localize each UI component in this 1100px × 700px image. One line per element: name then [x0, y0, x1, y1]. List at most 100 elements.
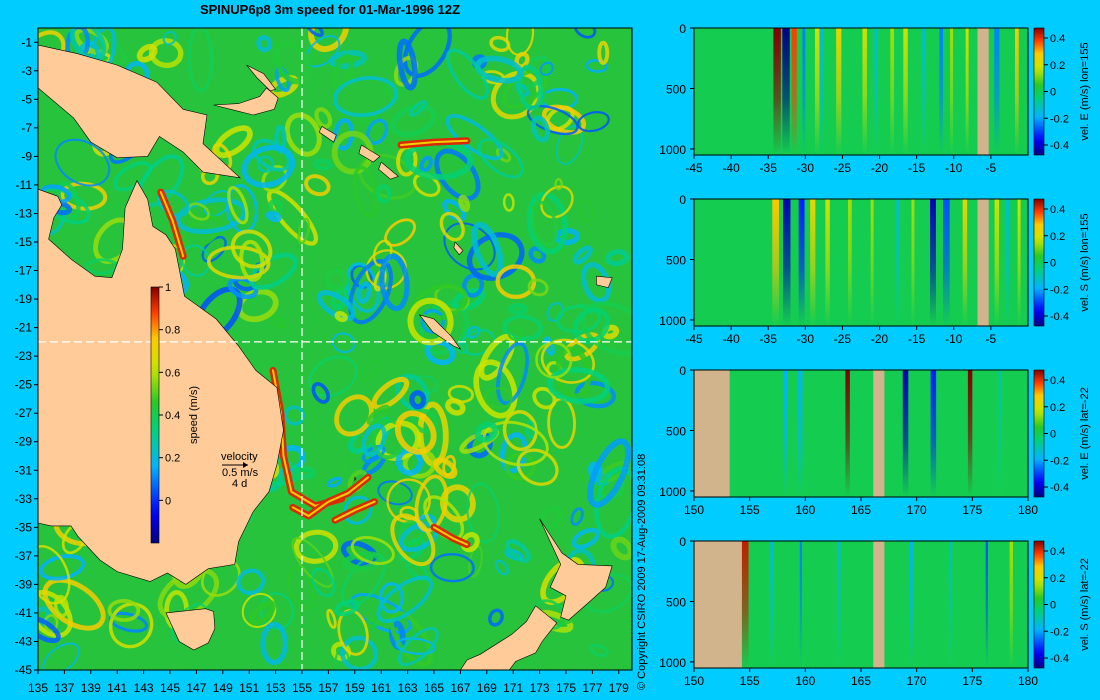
current-core — [433, 526, 468, 546]
x-tick-label: 160 — [795, 503, 815, 517]
x-tick-label: 137 — [54, 681, 74, 695]
velocity-feature — [965, 28, 969, 155]
colorbar-tick-label: 0.2 — [1050, 402, 1065, 414]
x-tick-label: 135 — [28, 681, 48, 695]
current-core — [159, 191, 185, 258]
solomon-island-3 — [378, 161, 399, 180]
x-tick-label: -35 — [760, 332, 778, 346]
lord-howe-island — [354, 476, 357, 482]
section-colorbar-label: vel. S (m/s) lon=155 — [1079, 213, 1091, 311]
x-tick-label: 145 — [160, 681, 180, 695]
land-block — [694, 541, 742, 668]
x-tick-label: -45 — [685, 161, 703, 175]
y-tick-label: -11 — [16, 178, 33, 192]
x-tick-label: 157 — [318, 681, 338, 695]
section-background — [694, 199, 1028, 326]
velocity-feature — [819, 28, 824, 155]
x-tick-label: 167 — [450, 681, 470, 695]
y-tick-label: 500 — [666, 424, 686, 438]
land-block — [977, 199, 989, 326]
y-tick-label: -37 — [15, 549, 33, 563]
y-tick-label: -3 — [21, 64, 32, 78]
velocity-key-duration: 4 d — [232, 478, 247, 490]
x-tick-label: 175 — [962, 674, 982, 688]
solomon-island-1 — [318, 125, 337, 143]
x-tick-label: 139 — [81, 681, 101, 695]
velocity-feature — [896, 199, 900, 326]
colorbar-tick-label: 0 — [1050, 87, 1056, 99]
colorbar-tick-label: -0.2 — [1050, 626, 1069, 638]
y-tick-label: -35 — [15, 520, 33, 534]
section-background — [694, 541, 1028, 668]
x-tick-label: 143 — [134, 681, 154, 695]
x-tick-label: -30 — [797, 161, 815, 175]
velocity-feature — [911, 199, 915, 326]
velocity-feature — [845, 370, 850, 497]
x-tick-label: 175 — [962, 503, 982, 517]
velocity-feature — [930, 370, 937, 497]
x-tick-label: 179 — [609, 681, 629, 695]
x-tick-label: 175 — [556, 681, 576, 695]
map-field — [38, 28, 632, 670]
x-tick-label: 173 — [530, 681, 550, 695]
x-tick-label: 171 — [503, 681, 523, 695]
x-tick-label: 150 — [684, 503, 704, 517]
velocity-feature — [862, 28, 867, 155]
velocity-feature — [848, 199, 852, 326]
velocity-feature — [950, 28, 954, 155]
x-tick-label: 170 — [907, 503, 927, 517]
velocity-feature — [814, 28, 820, 155]
y-tick-label: -33 — [15, 492, 33, 506]
australia — [38, 180, 284, 585]
y-tick-label: 500 — [666, 82, 686, 96]
y-tick-label: -41 — [15, 606, 33, 620]
colorbar-tick-label: -0.4 — [1050, 653, 1069, 665]
x-tick-label: 160 — [795, 674, 815, 688]
x-tick-label: 141 — [107, 681, 127, 695]
section-colorbar — [1033, 27, 1045, 156]
velocity-feature — [772, 199, 779, 326]
colorbar-tick-label: 0.8 — [165, 325, 180, 337]
new-zealand-south — [460, 605, 558, 670]
velocity-feature — [791, 28, 797, 155]
section-background — [694, 28, 1028, 155]
colorbar-tick-label: -0.4 — [1050, 311, 1069, 323]
velocity-feature — [837, 541, 841, 668]
y-tick-label: 1000 — [659, 656, 686, 670]
velocity-feature — [773, 28, 781, 155]
y-tick-label: -1 — [21, 35, 32, 49]
land-block — [694, 370, 730, 497]
y-tick-label: -45 — [15, 663, 33, 677]
x-tick-label: 151 — [239, 681, 259, 695]
colorbar-tick-label: 0 — [1050, 258, 1056, 270]
colorbar-tick-label: -0.2 — [1050, 113, 1069, 125]
y-tick-label: -15 — [15, 235, 33, 249]
velocity-feature — [967, 370, 973, 497]
colorbar-tick-label: -0.2 — [1050, 455, 1069, 467]
x-tick-label: 155 — [292, 681, 312, 695]
new-zealand-north — [539, 518, 613, 621]
velocity-feature — [890, 28, 895, 155]
colorbar-tick-label: 0.2 — [165, 453, 180, 465]
fiji-island — [596, 275, 613, 289]
colorbar-tick-label: 0 — [165, 495, 171, 507]
velocity-feature — [836, 28, 842, 155]
velocity-feature — [799, 541, 802, 668]
y-tick-label: -13 — [15, 206, 33, 220]
velocity-key-arrowhead — [243, 462, 248, 468]
colorbar-tick-label: 1 — [165, 282, 171, 294]
y-tick-label: -7 — [21, 121, 32, 135]
new-britain — [213, 87, 279, 116]
velocity-feature — [902, 370, 909, 497]
colorbar-tick-label: 0.4 — [1050, 204, 1065, 216]
velocity-feature — [998, 370, 1002, 497]
velocity-feature — [783, 199, 791, 326]
x-tick-label: -45 — [685, 332, 703, 346]
y-tick-label: -9 — [21, 149, 32, 163]
new-ireland — [246, 64, 277, 92]
colorbar — [150, 286, 160, 544]
copyright-text: © Copyright CSIRO 2009 17-Aug-2009 09:31… — [636, 454, 648, 690]
main-title: SPINUP6p8 3m speed for 01-Mar-1996 12Z — [200, 2, 460, 17]
y-tick-label: -21 — [15, 321, 33, 335]
